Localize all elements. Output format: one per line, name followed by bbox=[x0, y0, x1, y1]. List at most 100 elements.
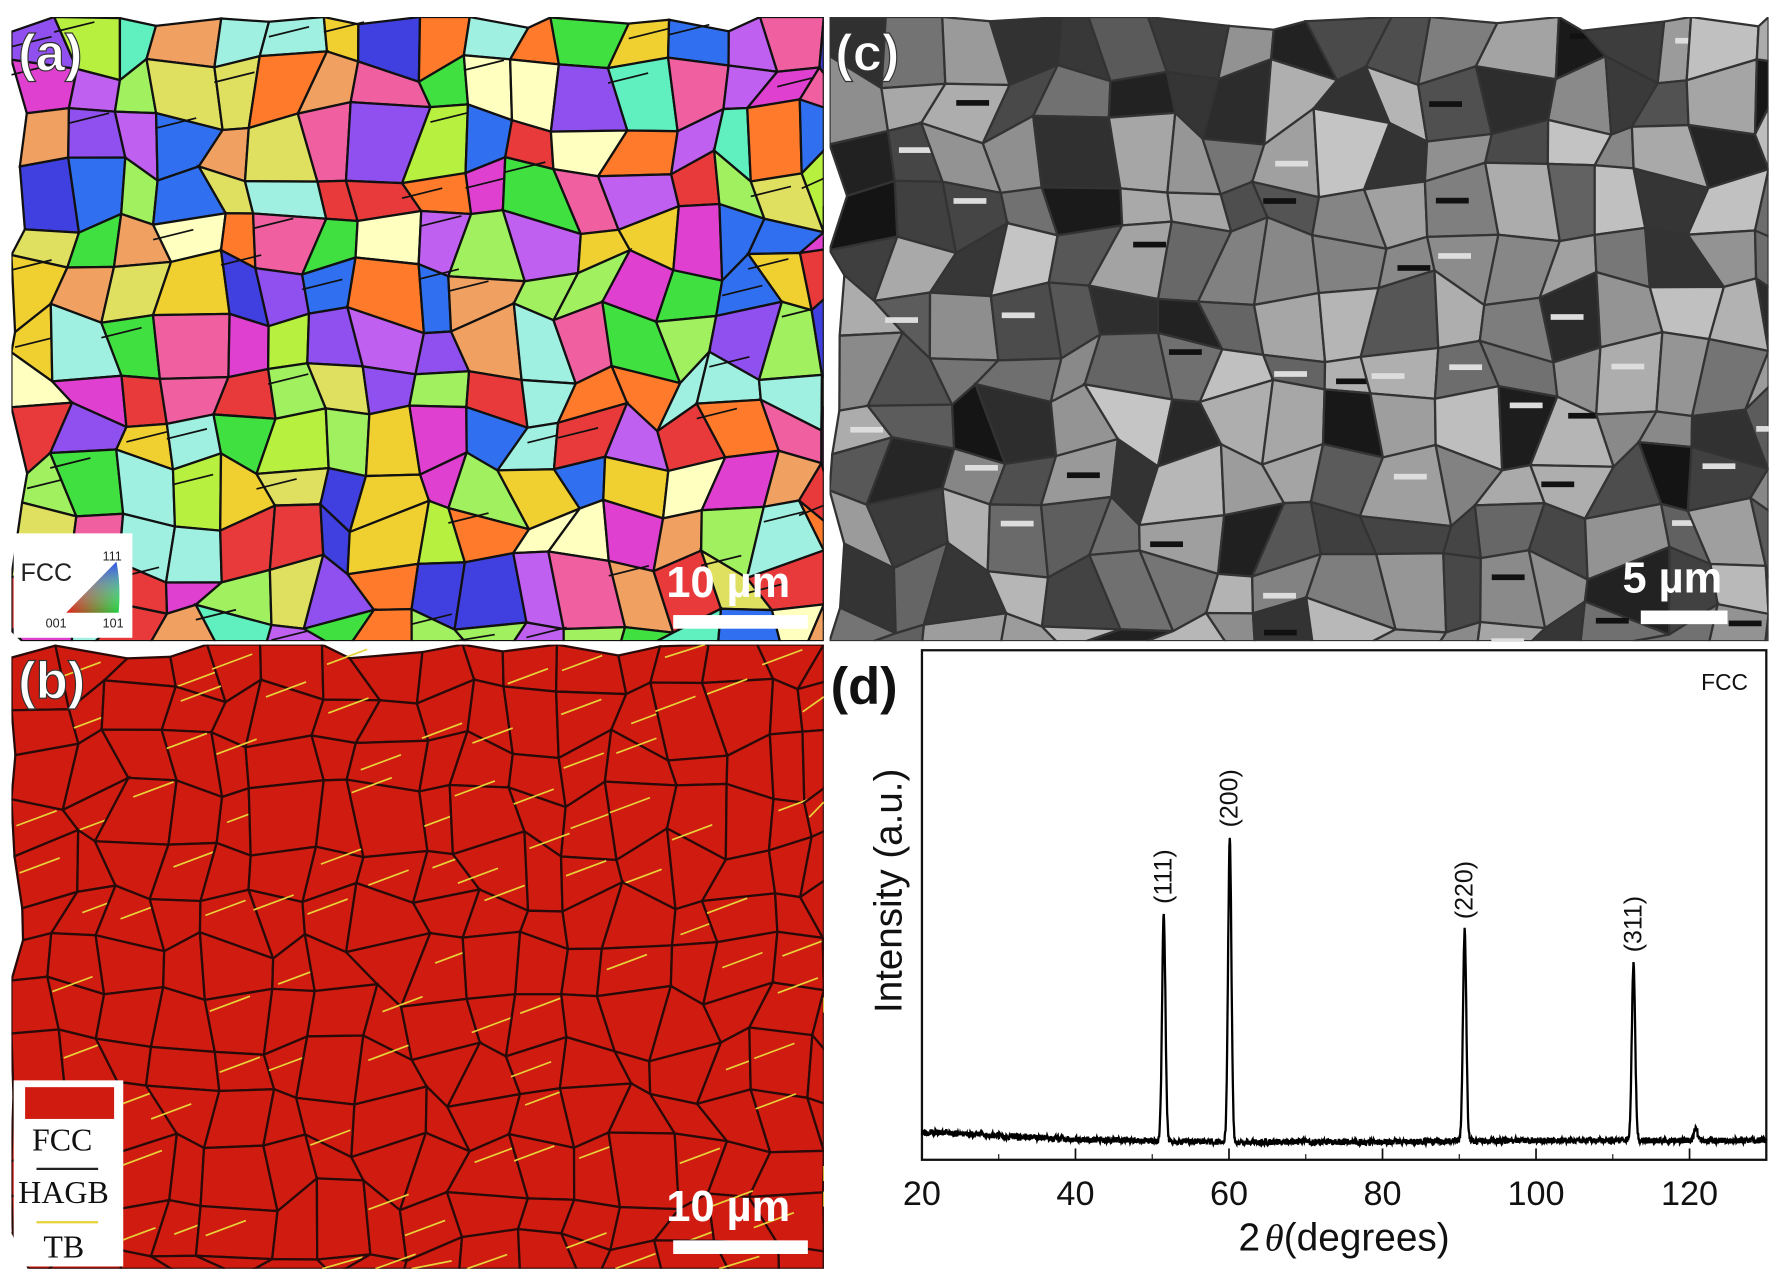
twin-boundary bbox=[466, 1253, 508, 1269]
twin-boundary bbox=[150, 1103, 192, 1120]
grain bbox=[600, 1239, 663, 1269]
twin-boundary bbox=[16, 809, 57, 827]
grain bbox=[672, 202, 724, 283]
grain bbox=[351, 608, 413, 642]
grain bbox=[1748, 466, 1769, 513]
twin-line bbox=[68, 112, 110, 124]
twin-boundary bbox=[320, 848, 362, 865]
grain bbox=[502, 685, 560, 760]
twin-line bbox=[214, 71, 255, 84]
grain bbox=[1530, 599, 1587, 642]
y-axis-label: Intensity (a.u.) bbox=[867, 769, 910, 1013]
twin-boundary bbox=[777, 977, 819, 994]
twin-boundary bbox=[802, 696, 824, 713]
grain bbox=[1439, 620, 1482, 642]
grain bbox=[619, 625, 677, 642]
twin-band bbox=[1001, 312, 1035, 319]
twin-boundary bbox=[375, 1253, 416, 1269]
twin-band bbox=[1336, 378, 1369, 385]
twin-line bbox=[750, 185, 792, 198]
twin-boundary bbox=[265, 681, 307, 698]
twin-band bbox=[1550, 314, 1584, 320]
twin-band bbox=[1438, 253, 1471, 259]
grain bbox=[146, 1254, 226, 1269]
twin-line bbox=[628, 27, 670, 40]
twin-line bbox=[668, 23, 710, 36]
twin-boundary bbox=[565, 860, 607, 877]
twin-boundary bbox=[753, 1211, 795, 1229]
grain bbox=[749, 1088, 824, 1154]
grain bbox=[810, 297, 824, 379]
grain bbox=[164, 525, 223, 584]
peak-label: (111) bbox=[1150, 849, 1178, 904]
twin-boundary bbox=[615, 1252, 656, 1269]
twin-line bbox=[195, 608, 237, 621]
ipf-grains bbox=[11, 17, 824, 642]
grain bbox=[1146, 611, 1227, 642]
x-tick-label: 40 bbox=[1056, 1175, 1094, 1213]
twin-line bbox=[454, 633, 495, 642]
grain bbox=[746, 98, 803, 183]
grain bbox=[516, 1227, 578, 1269]
twin-band bbox=[1133, 241, 1167, 248]
twin-line bbox=[763, 510, 805, 523]
twin-boundary bbox=[175, 671, 216, 688]
twin-line bbox=[54, 21, 95, 33]
twin-boundary bbox=[609, 796, 651, 814]
grain bbox=[343, 1253, 408, 1269]
twin-boundary bbox=[808, 801, 824, 818]
twin-band bbox=[1275, 160, 1309, 167]
grain bbox=[1754, 275, 1769, 352]
grain bbox=[195, 1254, 277, 1269]
ipf-corner-001: 001 bbox=[46, 617, 67, 631]
legend-fcc-swatch bbox=[25, 1087, 115, 1119]
grain bbox=[315, 1177, 372, 1261]
twin-line bbox=[271, 629, 312, 641]
twin-line bbox=[463, 59, 505, 72]
twin-line bbox=[418, 268, 460, 281]
grain bbox=[748, 1026, 814, 1100]
twin-boundary bbox=[529, 832, 570, 850]
grain bbox=[795, 644, 824, 692]
twin-boundary bbox=[52, 975, 93, 993]
twin-boundary bbox=[513, 1145, 555, 1162]
peak-point bbox=[1228, 837, 1231, 840]
twin-line bbox=[696, 407, 738, 420]
scale-bar-c bbox=[1640, 610, 1728, 625]
twin-boundary bbox=[513, 788, 555, 805]
twin-band bbox=[1168, 349, 1202, 355]
twin-line bbox=[101, 326, 142, 339]
grain bbox=[194, 1204, 279, 1261]
grain bbox=[801, 728, 824, 805]
twin-band bbox=[1541, 481, 1575, 488]
twin-band bbox=[1393, 473, 1427, 480]
twin-boundary bbox=[351, 776, 393, 794]
grain bbox=[798, 97, 824, 177]
twin-line bbox=[465, 177, 506, 189]
grain bbox=[1252, 291, 1327, 364]
twin-line bbox=[256, 478, 297, 490]
grain bbox=[921, 611, 1008, 642]
twin-boundary bbox=[664, 644, 706, 659]
grain bbox=[300, 607, 377, 642]
plot-frame bbox=[920, 649, 1768, 1161]
twin-band bbox=[1491, 574, 1525, 581]
twin-band bbox=[1263, 592, 1296, 599]
peak-point bbox=[1162, 914, 1165, 917]
grain bbox=[252, 1257, 329, 1269]
grain bbox=[410, 607, 467, 642]
legend-fcc: FCC bbox=[32, 1123, 92, 1158]
x-tick-label: 120 bbox=[1661, 1175, 1718, 1213]
twin-boundary bbox=[309, 1129, 351, 1146]
twin-boundary bbox=[19, 857, 61, 874]
grain bbox=[768, 730, 806, 805]
twin-boundary bbox=[566, 1232, 607, 1249]
twin-boundary bbox=[411, 1260, 452, 1269]
ipf-legend-title: FCC bbox=[21, 559, 73, 587]
grain bbox=[797, 460, 824, 523]
x-tick-label: 100 bbox=[1507, 1175, 1564, 1213]
panel-d-xrd-chart: (d) FCC 20 40 60 80 100 120 (111) (200) (220) (3… bbox=[831, 649, 1768, 1260]
scale-bar-a bbox=[673, 615, 808, 629]
x-tick-label: 80 bbox=[1363, 1175, 1401, 1213]
twin-band bbox=[1702, 463, 1736, 470]
